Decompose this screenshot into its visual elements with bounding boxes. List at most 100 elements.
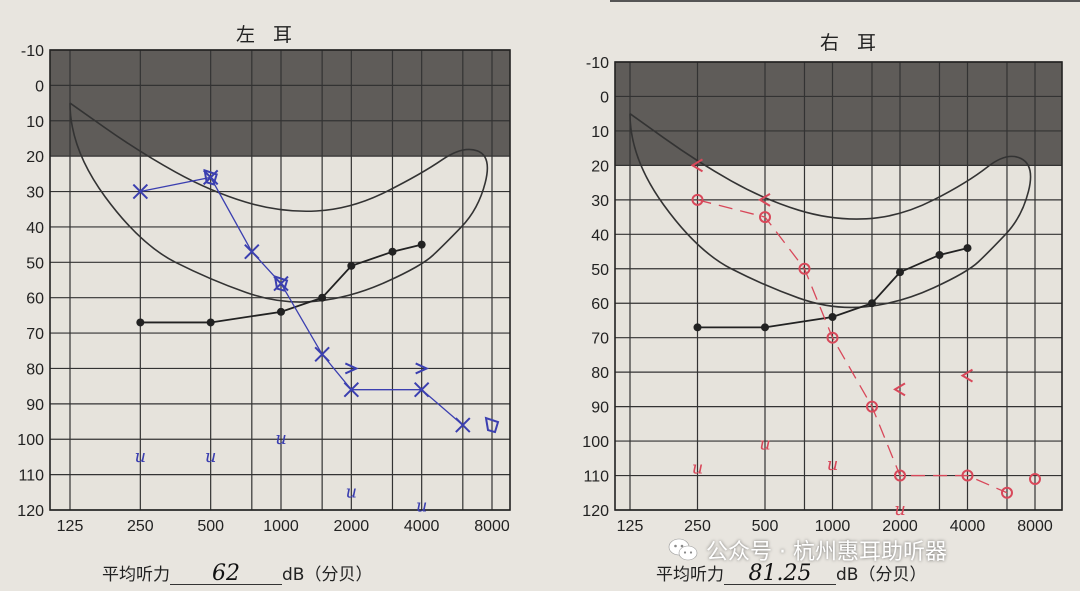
aided-point: [318, 293, 327, 302]
air-conduction-x-marker: [244, 243, 260, 260]
y-tick-label: 20: [26, 149, 44, 166]
masked-bracket-marker: [484, 416, 500, 434]
x-tick-label: 2000: [334, 518, 370, 535]
x-tick-label: 4000: [950, 518, 986, 535]
y-tick-label: 70: [26, 326, 44, 343]
y-tick-label: 110: [583, 469, 609, 486]
y-tick-label: 30: [591, 193, 609, 210]
unit-label: dB（分贝）: [282, 565, 373, 585]
air-conduction-o-marker: [865, 400, 878, 413]
y-tick-label: -10: [21, 43, 44, 60]
avg-label: 平均听力: [656, 565, 724, 585]
y-tick-label: 90: [26, 397, 44, 414]
discomfort-u-marker: u: [275, 428, 287, 449]
air-conduction-o-marker: [691, 193, 704, 206]
right-avg-value: 81.25: [724, 563, 836, 585]
y-tick-label: 60: [591, 296, 609, 313]
y-tick-label: 40: [26, 220, 44, 237]
unit-label: dB（分贝）: [836, 565, 927, 585]
right-average-hearing: 平均听力 81.25 dB（分贝）: [656, 560, 926, 585]
y-tick-label: 80: [591, 365, 609, 382]
y-tick-label: 50: [26, 255, 44, 272]
discomfort-u-marker: u: [205, 446, 217, 467]
x-tick-label: 1000: [815, 518, 851, 535]
bone-conduction-left-marker: [690, 158, 704, 173]
aided-point: [693, 323, 702, 332]
aided-point: [388, 247, 397, 256]
wechat-icon: [668, 538, 698, 561]
y-tick-label: 30: [26, 185, 44, 202]
plot-frame: [614, 61, 1063, 511]
x-tick-label: 125: [617, 518, 644, 535]
y-tick-label: 0: [35, 78, 44, 95]
threshold-line: [697, 199, 1008, 494]
y-tick-label: 100: [582, 434, 609, 451]
y-tick-label: 110: [18, 468, 44, 485]
air-conduction-x-marker: [343, 381, 360, 398]
air-conduction-o-marker: [826, 331, 839, 344]
left-ear-title: 左 耳: [236, 24, 299, 46]
left-avg-value: 62: [170, 563, 282, 585]
x-tick-label: 4000: [404, 518, 440, 535]
page-edge-line: [610, 0, 1080, 2]
aided-point: [206, 318, 215, 327]
air-conduction-x-marker: [132, 183, 149, 200]
y-tick-label: 50: [591, 262, 609, 279]
aided-point: [347, 261, 356, 270]
air-conduction-o-marker: [961, 469, 974, 482]
x-tick-label: 8000: [1017, 518, 1053, 535]
shaded-band: [615, 62, 1062, 166]
bone-conduction-left-marker: [960, 368, 974, 383]
left-ear-audiogram: -10 0 10 20 30 40 50 60 70 80 90 100 110 120 125 250 500…: [17, 43, 511, 535]
bone-conduction-right-marker: [415, 362, 430, 375]
air-conduction-o-marker: [1029, 472, 1041, 485]
y-tick-label: 120: [582, 503, 609, 520]
aided-point: [867, 299, 876, 308]
y-tick-label: 10: [591, 124, 609, 141]
y-tick-label: 90: [591, 400, 609, 417]
air-conduction-o-marker: [798, 262, 811, 275]
aided-point: [935, 250, 944, 259]
aided-point: [896, 268, 904, 277]
y-tick-label: 120: [17, 503, 44, 520]
x-tick-label: 250: [127, 518, 154, 535]
discomfort-u-marker: u: [827, 454, 839, 475]
y-tick-label: 60: [26, 291, 44, 308]
threshold-line: [140, 176, 464, 426]
aided-point: [828, 313, 837, 322]
air-conduction-o-marker: [1000, 486, 1013, 499]
air-conduction-x-marker: [455, 417, 471, 433]
y-tick-label: 20: [591, 158, 609, 175]
bone-conduction-left-marker: [893, 382, 906, 397]
discomfort-u-marker: u: [346, 481, 358, 502]
x-tick-label: 125: [57, 518, 84, 535]
watermark: 公众号 · 杭州惠耳助听器: [668, 534, 947, 566]
y-tick-label: 40: [591, 227, 609, 244]
y-tick-label: 70: [591, 331, 609, 348]
x-tick-label: 8000: [474, 518, 510, 535]
y-tick-label: 10: [26, 114, 44, 131]
air-conduction-x-marker: [314, 346, 330, 363]
air-conduction-o-marker: [759, 211, 771, 224]
shaded-band: [50, 50, 510, 157]
bone-conduction-left-marker: [758, 192, 771, 207]
left-average-hearing: 平均听力 62 dB（分贝）: [102, 560, 372, 585]
discomfort-u-marker: u: [759, 434, 771, 455]
x-tick-label: 2000: [882, 518, 918, 535]
discomfort-u-marker: u: [894, 499, 906, 520]
air-conduction-o-marker: [894, 469, 906, 482]
x-tick-label: 250: [684, 518, 711, 535]
discomfort-u-marker: u: [416, 495, 428, 516]
avg-label: 平均听力: [102, 565, 170, 585]
x-tick-label: 500: [752, 518, 779, 535]
y-tick-label: 0: [600, 89, 609, 106]
air-conduction-x-marker: [413, 381, 430, 398]
speech-banana-curve: [69, 102, 489, 303]
aided-point: [963, 244, 972, 253]
aided-point: [761, 323, 769, 332]
aided-point: [417, 240, 426, 249]
watermark-text: 公众号 · 杭州惠耳助听器: [706, 540, 947, 565]
masked-bracket-marker: [203, 168, 218, 186]
right-ear-audiogram: -10 0 10 20 30 40 50 60 70 80 90 100 110 120 125 250 500…: [582, 55, 1063, 535]
